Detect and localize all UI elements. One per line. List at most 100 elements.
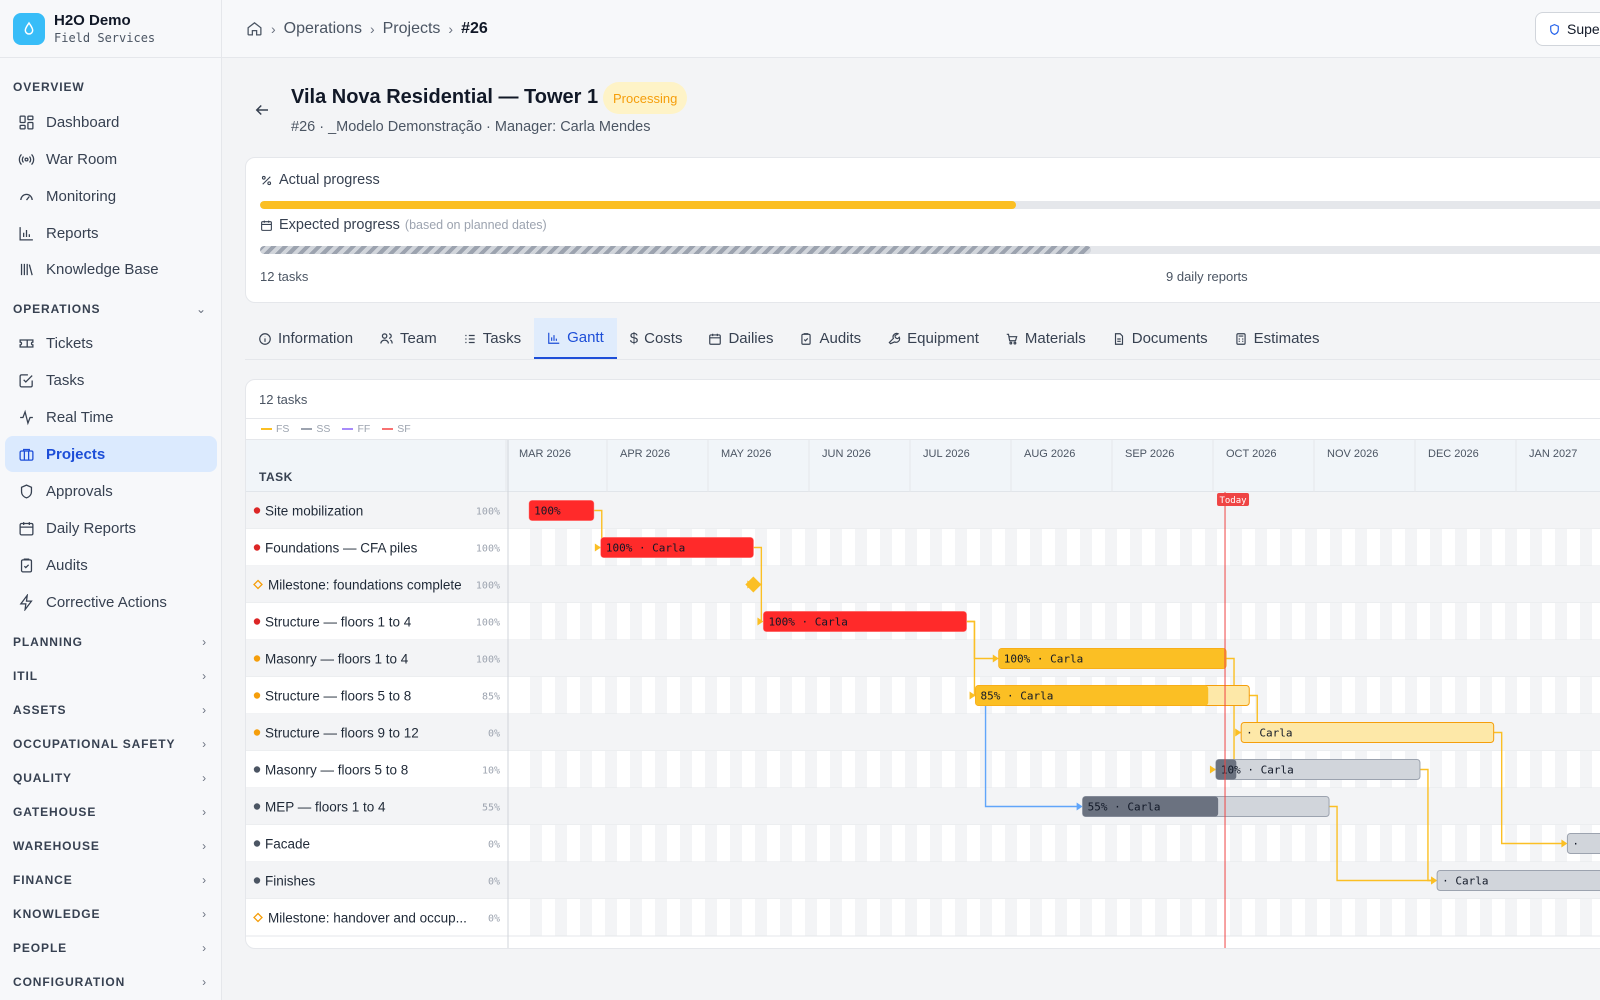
weekend-stripe [630,825,642,862]
briefcase-icon [19,448,34,461]
sidebar-item-war-room[interactable]: War Room [5,141,217,177]
section-itil[interactable]: ITIL › [13,669,207,683]
tab-materials[interactable]: Materials [992,318,1099,359]
tab-audits[interactable]: Audits [786,318,874,359]
weekend-stripe [930,751,942,788]
sidebar-item-daily-reports[interactable]: Daily Reports [5,510,217,546]
home-icon[interactable] [246,20,263,37]
sidebar-item-tickets[interactable]: Tickets [5,325,217,361]
sidebar-item-tasks[interactable]: Tasks [5,362,217,398]
weekend-stripe [680,751,692,788]
chevron-right-icon: › [202,669,207,683]
tab-team[interactable]: Team [366,318,450,359]
gantt-card: 12 tasks FS SS FF SF TASK MAR 2026 APR 202… [245,379,1600,949]
tab-dailies[interactable]: Dailies [695,318,786,359]
section-occupational-safety[interactable]: OCCUPATIONAL SAFETY › [13,737,207,751]
sidebar-item-monitoring[interactable]: Monitoring [5,178,217,214]
weekend-stripe [805,677,817,714]
weekend-stripe [855,825,867,862]
section-people[interactable]: PEOPLE › [13,941,207,955]
section-gatehouse[interactable]: GATEHOUSE › [13,805,207,819]
tab-gantt[interactable]: Gantt [534,318,617,359]
task-progress-percent: 100% [476,507,500,518]
section-assets[interactable]: ASSETS › [13,703,207,717]
weekend-stripe [580,603,592,640]
section-warehouse[interactable]: WAREHOUSE › [13,839,207,853]
weekend-stripe [1155,899,1167,936]
sidebar-item-projects[interactable]: Projects [5,436,217,472]
task-bar-progress [529,500,594,521]
weekend-stripe [1305,899,1317,936]
section-quality[interactable]: QUALITY › [13,771,207,785]
tab-costs[interactable]: $ Costs [629,330,683,347]
weekend-stripe [1355,603,1367,640]
weekend-stripe [655,825,667,862]
weekend-stripe [1080,529,1092,566]
weekend-stripe [1430,529,1442,566]
actual-progress-bar [260,201,1600,209]
weekend-stripe [1205,899,1217,936]
task-bar-label: 10% · Carla [1221,764,1294,777]
weekend-stripe [1305,825,1317,862]
weekend-stripe [1405,899,1417,936]
weekend-stripe [580,677,592,714]
weekend-stripe [1055,603,1067,640]
task-bar-label: 100% · Carla [1004,653,1083,666]
weekend-stripe [705,677,717,714]
sidebar: H2O Demo Field Services OVERVIEW Dashboa… [0,0,222,1000]
tab-information[interactable]: Information [245,318,366,359]
info-icon [259,332,271,345]
super-mode-button[interactable]: Super [1535,12,1600,46]
breadcrumb-operations[interactable]: Operations [283,19,362,37]
section-finance[interactable]: FINANCE › [13,873,207,887]
weekend-stripe [1505,603,1517,640]
weekend-stripe [805,751,817,788]
weekend-stripe [1130,603,1142,640]
weekend-stripe [1330,603,1342,640]
tab-tasks[interactable]: Tasks [450,318,534,359]
sidebar-item-corrective-actions[interactable]: Corrective Actions [5,584,217,620]
section-operations[interactable]: OPERATIONS ⌄ [13,302,207,316]
weekend-stripe [855,529,867,566]
sidebar-item-dashboard[interactable]: Dashboard [5,104,217,140]
weekend-stripe [780,751,792,788]
check-square-icon [19,373,33,388]
month-label: MAY 2026 [721,448,771,460]
tab-estimates[interactable]: Estimates [1221,318,1333,359]
weekend-stripe [1430,751,1442,788]
topbar: › Operations › Projects › #26 [222,0,1600,58]
task-status-dot [253,618,261,625]
section-knowledge[interactable]: KNOWLEDGE › [13,907,207,921]
tab-equipment[interactable]: Equipment [874,318,992,359]
weekend-stripe [980,825,992,862]
weekend-stripe [805,899,817,936]
sidebar-item-audits[interactable]: Audits [5,547,217,583]
sidebar-item-real-time[interactable]: Real Time [5,399,217,435]
calendar-icon [19,521,34,536]
chevron-right-icon: › [202,635,207,649]
sidebar-item-approvals[interactable]: Approvals [5,473,217,509]
weekend-stripe [880,751,892,788]
weekend-stripe [1430,825,1442,862]
weekend-stripe [530,751,542,788]
section-planning[interactable]: PLANNING › [13,635,207,649]
weekend-stripe [1255,825,1267,862]
sidebar-item-reports[interactable]: Reports [5,215,217,251]
weekend-stripe [1405,529,1417,566]
weekend-stripe [855,677,867,714]
sidebar-item-knowledge-base[interactable]: Knowledge Base [5,251,217,287]
weekend-stripe [930,825,942,862]
gantt-row [246,529,1600,566]
weekend-stripe [1380,529,1392,566]
tab-documents[interactable]: Documents [1099,318,1221,359]
task-bar-progress [1215,759,1237,780]
back-button[interactable] [250,98,274,122]
task-status-dot [253,507,261,514]
task-name: Milestone: foundations complete [268,578,462,593]
chevron-down-icon: ⌄ [196,302,207,316]
breadcrumb-projects[interactable]: Projects [382,19,441,37]
task-name: Masonry — floors 1 to 4 [265,652,409,667]
brand[interactable]: H2O Demo Field Services [0,0,221,58]
brand-name: H2O Demo [54,12,131,29]
section-configuration[interactable]: CONFIGURATION › [13,975,207,989]
